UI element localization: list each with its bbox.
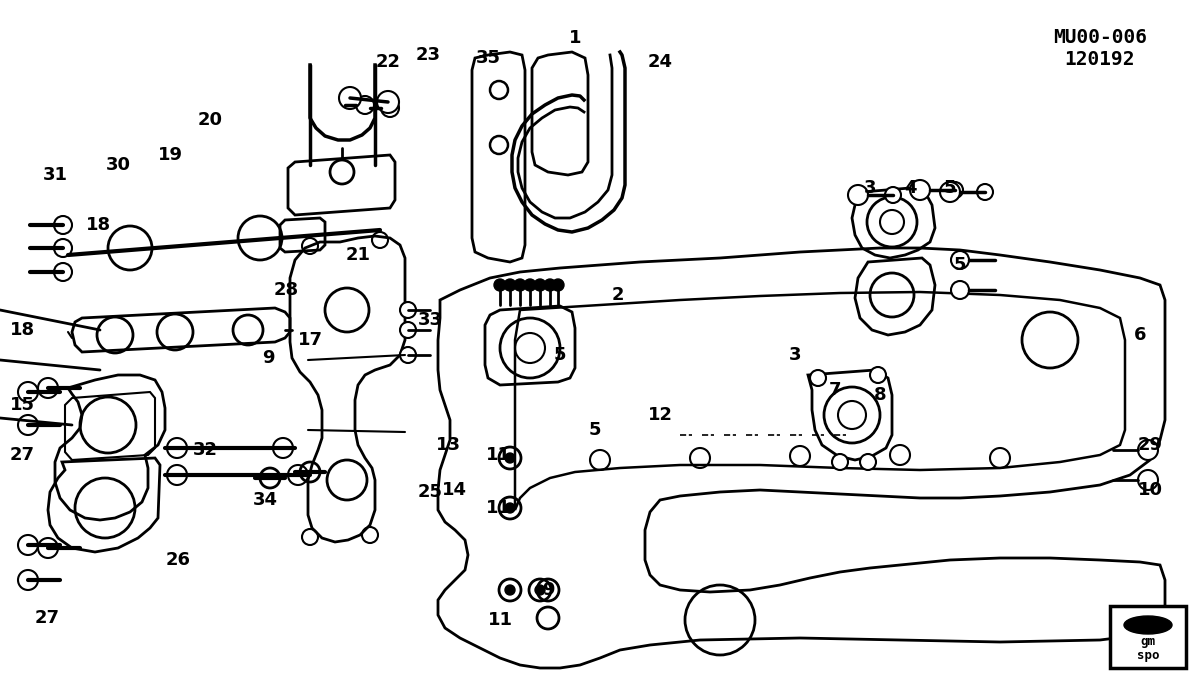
Text: 11: 11 — [486, 499, 510, 517]
Text: 26: 26 — [166, 551, 191, 569]
Circle shape — [534, 279, 546, 291]
Text: 2: 2 — [612, 286, 624, 304]
Circle shape — [886, 187, 901, 203]
Text: 19: 19 — [157, 146, 182, 164]
Circle shape — [524, 279, 536, 291]
Text: 24: 24 — [648, 53, 672, 71]
Ellipse shape — [1124, 616, 1172, 634]
FancyBboxPatch shape — [1110, 606, 1186, 668]
Circle shape — [18, 570, 38, 590]
Circle shape — [400, 322, 416, 338]
Text: 5: 5 — [553, 346, 566, 364]
Text: 13: 13 — [436, 436, 461, 454]
Circle shape — [940, 182, 960, 202]
Circle shape — [1138, 440, 1158, 460]
Circle shape — [544, 279, 556, 291]
Circle shape — [810, 370, 826, 386]
Text: 5: 5 — [954, 256, 966, 274]
Circle shape — [505, 453, 515, 463]
Circle shape — [494, 279, 506, 291]
Circle shape — [505, 503, 515, 513]
Circle shape — [340, 87, 361, 109]
Text: 30: 30 — [106, 156, 131, 174]
Text: 22: 22 — [376, 53, 401, 71]
Text: 7: 7 — [829, 381, 841, 399]
Circle shape — [504, 279, 516, 291]
Circle shape — [947, 182, 964, 198]
Text: 3: 3 — [864, 179, 876, 197]
Text: 33: 33 — [418, 311, 443, 329]
Circle shape — [952, 251, 970, 269]
Circle shape — [38, 538, 58, 558]
Text: 12: 12 — [648, 406, 672, 424]
Text: 8: 8 — [874, 386, 887, 404]
Circle shape — [18, 535, 38, 555]
Text: 27: 27 — [10, 446, 35, 464]
Text: 32: 32 — [192, 441, 217, 459]
Circle shape — [514, 279, 526, 291]
Circle shape — [400, 347, 416, 363]
Text: 15: 15 — [10, 396, 35, 414]
Text: 23: 23 — [415, 46, 440, 64]
Text: 20: 20 — [198, 111, 222, 129]
Circle shape — [54, 263, 72, 281]
Circle shape — [54, 216, 72, 234]
Circle shape — [18, 382, 38, 402]
Circle shape — [38, 378, 58, 398]
Circle shape — [977, 184, 994, 200]
Text: gm
spo: gm spo — [1136, 635, 1159, 662]
Text: 21: 21 — [346, 246, 371, 264]
Circle shape — [54, 239, 72, 257]
Text: 5: 5 — [589, 421, 601, 439]
Text: 14: 14 — [442, 481, 467, 499]
Text: MU00-006
120192: MU00-006 120192 — [1054, 28, 1147, 69]
Text: 9: 9 — [541, 581, 554, 599]
Text: 29: 29 — [1138, 436, 1163, 454]
Text: 35: 35 — [475, 49, 500, 67]
Circle shape — [535, 585, 545, 595]
Text: 9: 9 — [262, 349, 275, 367]
Text: 31: 31 — [42, 166, 67, 184]
Circle shape — [377, 91, 398, 113]
Text: 11: 11 — [487, 611, 512, 629]
Text: 18: 18 — [85, 216, 110, 234]
Text: 4: 4 — [904, 179, 917, 197]
Text: 1: 1 — [569, 29, 581, 47]
Text: 5: 5 — [943, 179, 956, 197]
Circle shape — [18, 415, 38, 435]
Circle shape — [400, 302, 416, 318]
Circle shape — [860, 454, 876, 470]
Circle shape — [832, 454, 848, 470]
Text: 28: 28 — [274, 281, 299, 299]
Text: 25: 25 — [418, 483, 443, 501]
Text: 10: 10 — [1138, 481, 1163, 499]
Text: 27: 27 — [35, 609, 60, 627]
Text: 11: 11 — [486, 446, 510, 464]
Circle shape — [848, 185, 868, 205]
Circle shape — [356, 96, 374, 114]
Text: 6: 6 — [1134, 326, 1146, 344]
Circle shape — [952, 281, 970, 299]
Text: 17: 17 — [298, 331, 323, 349]
Text: 34: 34 — [252, 491, 277, 509]
Circle shape — [1138, 470, 1158, 490]
Circle shape — [870, 367, 886, 383]
Circle shape — [382, 99, 398, 117]
Circle shape — [910, 180, 930, 200]
Text: 3: 3 — [788, 346, 802, 364]
Circle shape — [552, 279, 564, 291]
Circle shape — [505, 585, 515, 595]
Text: 18: 18 — [10, 321, 35, 339]
